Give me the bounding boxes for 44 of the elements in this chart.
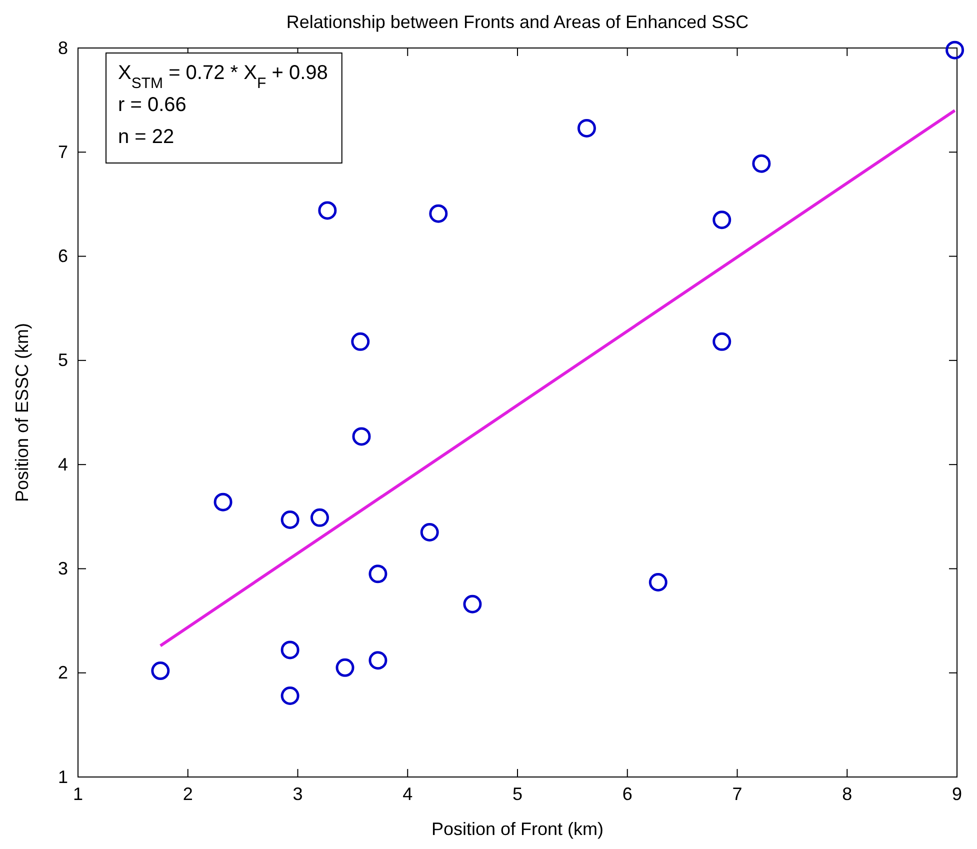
x-tick-label: 2 [182, 784, 193, 804]
x-tick-label: 9 [952, 784, 962, 804]
y-tick-label: 4 [58, 454, 68, 474]
point [310, 508, 329, 527]
annotation: n = 22 [118, 126, 174, 148]
annotation: X$_{STM}$ = 0.72 * X$_{F}$ + 0.98 [118, 62, 328, 92]
y-tick-label: 3 [58, 558, 68, 578]
point [280, 686, 300, 706]
x-tick-label: 4 [402, 784, 413, 804]
point [752, 154, 771, 173]
point [712, 210, 732, 230]
annotation: r = 0.66 [118, 94, 186, 116]
x-tick-label: 6 [622, 784, 632, 804]
point [368, 564, 388, 584]
x-tick-label: 3 [292, 784, 303, 804]
chart-title: Relationship between Fronts and Areas of Enhanced SSC [286, 12, 749, 32]
point [429, 204, 448, 223]
point [577, 118, 596, 138]
point [712, 332, 732, 351]
point [946, 40, 964, 60]
y-tick-label: 5 [58, 350, 68, 370]
point [318, 201, 337, 220]
point [352, 427, 371, 446]
x-tick-label: 1 [72, 784, 84, 804]
x-tick-label: 5 [512, 784, 523, 804]
point [648, 573, 668, 592]
x-tick-label: 8 [842, 784, 852, 804]
y-tick-label: 7 [58, 142, 68, 162]
point [351, 332, 370, 351]
y-tick-label: 8 [58, 38, 68, 58]
x-axis-title: Position of Front (km) [431, 819, 604, 839]
point [336, 658, 354, 677]
point [280, 510, 300, 530]
point [463, 594, 482, 614]
y-axis-title: Position of ESSC (km) [12, 322, 32, 502]
y-tick-label: 6 [58, 246, 68, 266]
y-tick-label: 1 [58, 766, 68, 787]
point [420, 523, 439, 542]
x-tick-label: 7 [732, 784, 742, 804]
point [280, 640, 300, 660]
point [214, 492, 232, 512]
point [151, 662, 170, 680]
point [368, 651, 388, 670]
y-tick-label: 2 [58, 662, 68, 683]
